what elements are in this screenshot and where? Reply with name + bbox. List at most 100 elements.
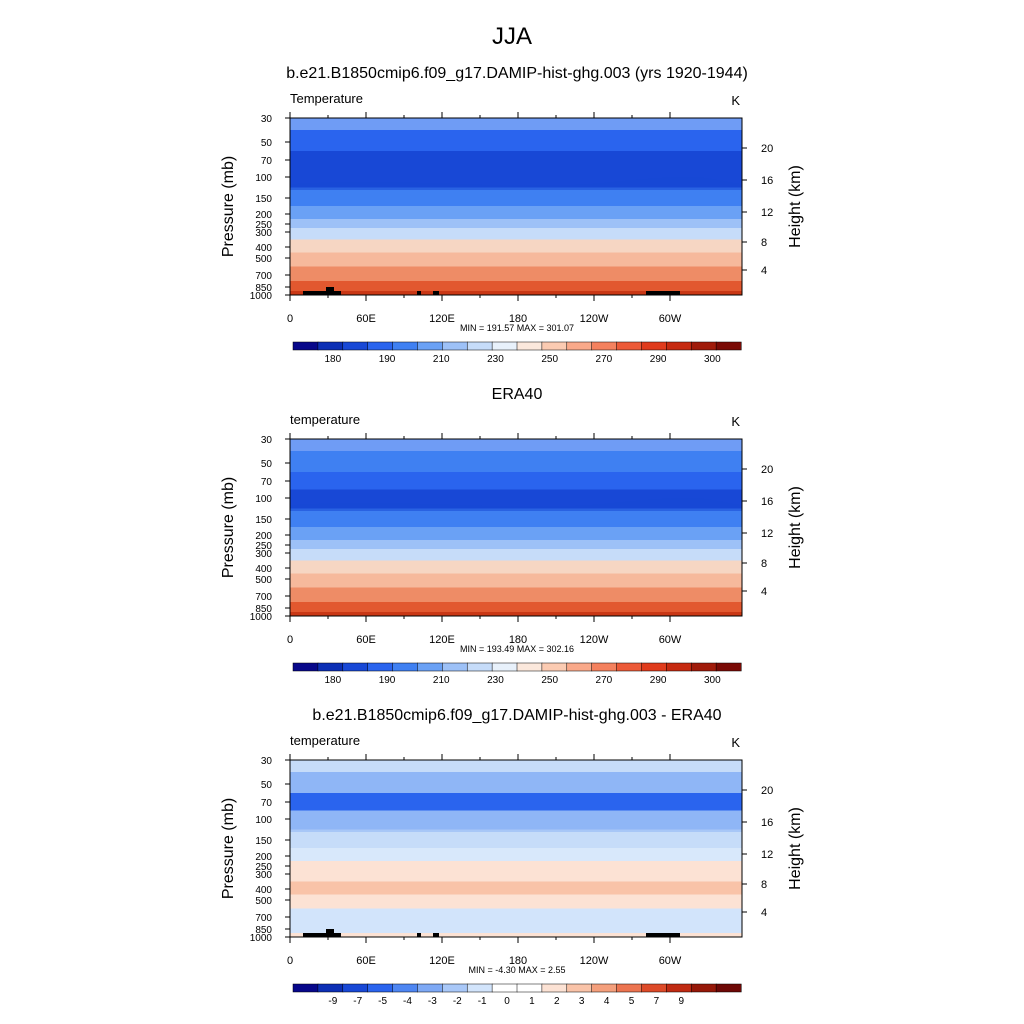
- contour-band: [290, 612, 742, 617]
- plot-frame: [289, 438, 743, 617]
- contour-band: [290, 933, 742, 938]
- height-tick-label: 8: [761, 237, 767, 249]
- colorbar-label: 190: [379, 354, 396, 365]
- longitude-tick-label: 180: [509, 955, 527, 967]
- colorbar-label: -7: [353, 996, 362, 1007]
- longitude-tick-label: 60E: [356, 955, 376, 967]
- pressure-tick-label: 150: [255, 515, 272, 526]
- height-tick-label: 16: [761, 175, 773, 187]
- colorbar-swatch: [342, 341, 369, 351]
- height-tick-label: 12: [761, 849, 773, 861]
- colorbar-swatch: [516, 983, 543, 993]
- colorbar-swatch: [641, 662, 667, 672]
- colorbar-swatch: [566, 983, 593, 993]
- pressure-tick-label: 850: [255, 925, 272, 936]
- longitude-tick-label: 60W: [659, 955, 682, 967]
- pressure-tick-label: 30: [261, 435, 273, 446]
- colorbar-swatch: [292, 983, 319, 993]
- topography-mask: [326, 929, 334, 933]
- topography-mask: [433, 933, 439, 937]
- pressure-tick-label: 700: [255, 271, 272, 282]
- pressure-tick-label: 100: [255, 815, 272, 826]
- contour-band: [290, 881, 742, 895]
- colorbar-swatch: [491, 341, 518, 351]
- topography-mask: [326, 933, 334, 937]
- colorbar-swatch: [541, 983, 568, 993]
- pressure-tick-label: 70: [261, 477, 273, 488]
- panel-title: b.e21.B1850cmip6.f09_g17.DAMIP-hist-ghg.…: [312, 707, 721, 724]
- pressure-tick-label: 30: [261, 114, 273, 125]
- longitude-tick-label: 0: [287, 313, 293, 325]
- pressure-tick-label: 30: [261, 756, 273, 767]
- colorbar-label: 2: [554, 996, 560, 1007]
- contour-band: [290, 228, 742, 240]
- height-tick-label: 12: [761, 528, 773, 540]
- colorbar-swatch: [317, 983, 344, 993]
- contour-band: [290, 508, 742, 528]
- longitude-tick-label: 60E: [356, 634, 376, 646]
- contour-band: [290, 219, 742, 229]
- colorbar-swatch: [715, 341, 742, 351]
- contour-band: [290, 130, 742, 152]
- contour-field: [290, 760, 742, 938]
- contour-band: [290, 587, 742, 603]
- contour-band: [290, 281, 742, 292]
- panel-variable-label: Temperature: [290, 91, 363, 106]
- colorbar-label: -2: [453, 996, 462, 1007]
- colorbar-label: 250: [541, 354, 558, 365]
- pressure-tick-label: 150: [255, 194, 272, 205]
- height-tick-label: 4: [761, 265, 767, 277]
- colorbar-swatch: [466, 341, 493, 351]
- longitude-tick-label: 60W: [659, 313, 682, 325]
- pressure-tick-label: 70: [261, 156, 273, 167]
- height-axis-title: Height (km): [787, 807, 804, 890]
- colorbar-label: -3: [428, 996, 437, 1007]
- pressure-tick-label: 250: [255, 220, 272, 231]
- colorbar-label: 0: [504, 996, 510, 1007]
- panel-variable-label: temperature: [290, 412, 360, 427]
- height-tick-label: 20: [761, 785, 773, 797]
- colorbar-swatch: [442, 341, 468, 351]
- contour-band: [290, 439, 742, 452]
- min-max-stats: MIN = 193.49 MAX = 302.16: [460, 644, 574, 654]
- height-axis-title: Height (km): [787, 486, 804, 569]
- colorbar-label: 300: [704, 354, 721, 365]
- panel-3: b.e21.B1850cmip6.f09_g17.DAMIP-hist-ghg.…: [220, 707, 804, 1007]
- contour-band: [290, 252, 742, 267]
- colorbar-label: 180: [324, 675, 341, 686]
- pressure-tick-label: 700: [255, 913, 272, 924]
- pressure-axis-title: Pressure (mb): [220, 477, 237, 578]
- colorbar-label: -9: [328, 996, 337, 1007]
- height-axis-title: Height (km): [787, 165, 804, 248]
- colorbar-label: 250: [541, 675, 558, 686]
- colorbar-swatch: [442, 983, 468, 993]
- contour-band: [290, 206, 742, 220]
- contour-band: [290, 239, 742, 253]
- contour-band: [290, 176, 742, 190]
- height-tick-label: 8: [761, 558, 767, 570]
- colorbar-label: -4: [403, 996, 412, 1007]
- longitude-tick-label: 120W: [580, 955, 609, 967]
- colorbar-swatch: [566, 662, 593, 672]
- colorbar-swatch: [516, 662, 543, 672]
- contour-band: [290, 549, 742, 561]
- min-max-stats: MIN = -4.30 MAX = 2.55: [468, 965, 565, 975]
- contour-band: [290, 894, 742, 909]
- colorbar-label: 230: [487, 354, 504, 365]
- contour-band: [290, 861, 742, 871]
- pressure-tick-label: 200: [255, 531, 272, 542]
- pressure-tick-label: 200: [255, 210, 272, 221]
- plot-frame: [289, 117, 743, 296]
- colorbar-swatch: [541, 341, 568, 351]
- colorbar-label: 4: [604, 996, 610, 1007]
- pressure-tick-label: 70: [261, 798, 273, 809]
- colorbar-swatch: [591, 662, 618, 672]
- colorbar-swatch: [392, 983, 418, 993]
- pressure-tick-label: 400: [255, 885, 272, 896]
- longitude-tick-label: 120E: [429, 955, 455, 967]
- colorbar-label: -5: [378, 996, 387, 1007]
- panel-units-label: K: [731, 414, 740, 429]
- contour-band: [290, 497, 742, 511]
- longitude-tick-label: 120E: [429, 634, 455, 646]
- pressure-tick-label: 1000: [250, 291, 273, 302]
